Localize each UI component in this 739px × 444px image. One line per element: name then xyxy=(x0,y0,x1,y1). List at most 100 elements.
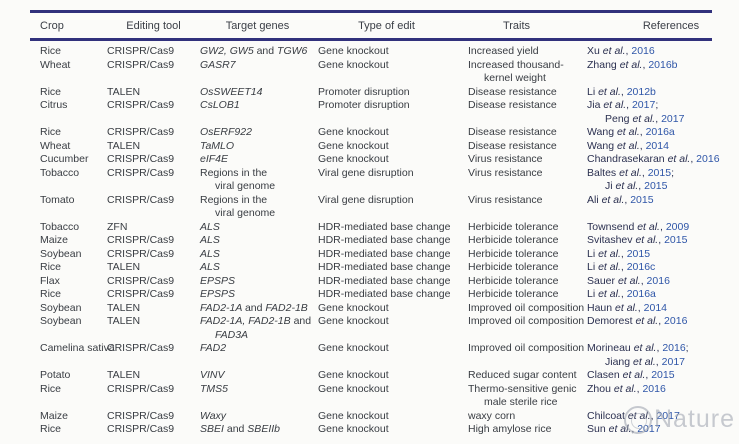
cell-traits: Increased yield xyxy=(458,40,575,59)
reference-year-link[interactable]: 2017 xyxy=(661,355,685,368)
cell-refs-line: Li et al., 2012b xyxy=(587,85,656,98)
cell-tool: TALEN xyxy=(107,369,200,383)
cell-genes: ALS xyxy=(200,221,315,235)
cell-refs: Sun et al., 2017 xyxy=(575,423,712,437)
table-row: Flax CRISPR/Cas9 EPSPS HDR-mediated base ch… xyxy=(30,275,712,289)
cell-refs: Ali et al., 2015 xyxy=(575,194,712,221)
cell-genes: CsLOB1 xyxy=(200,99,315,126)
cell-edit: HDR-mediated base change xyxy=(315,234,458,248)
table-row: Potato TALEN VINV Gene knockout Reduced suga… xyxy=(30,369,712,383)
cell-edit-line: Gene knockout xyxy=(318,423,389,435)
cell-traits-line: Herbicide tolerance xyxy=(468,234,559,246)
reference-year-link[interactable]: 2016 xyxy=(642,382,666,395)
cell-refs-line: Zhang et al., 2016b xyxy=(587,58,678,71)
cell-refs-line: Sauer et al., 2016 xyxy=(587,274,670,287)
cell-crop-line: Cucumber xyxy=(40,153,89,165)
cell-genes: ALS xyxy=(200,248,315,262)
cell-genes-line: GW2, GW5 and TGW6 xyxy=(200,45,308,57)
column-header-genes: Target genes xyxy=(200,11,315,41)
reference-year-link[interactable]: 2017 xyxy=(661,112,685,125)
cell-traits-line: Virus resistance xyxy=(468,153,543,165)
reference-year-link[interactable]: 2017 xyxy=(656,409,680,422)
cell-genes-line: viral genome xyxy=(215,180,276,192)
reference-year-link[interactable]: 2016b xyxy=(648,58,678,71)
reference-year-link[interactable]: 2012b xyxy=(626,85,656,98)
cell-traits: Reduced sugar content xyxy=(458,369,577,383)
cell-crop: Wheat xyxy=(30,140,107,154)
cell-refs-line: Jia et al., 2017; xyxy=(587,99,659,111)
table-row: Soybean CRISPR/Cas9 ALS HDR-mediated base c… xyxy=(30,248,712,262)
cell-tool: CRISPR/Cas9 xyxy=(107,153,200,167)
cell-edit-line: Viral gene disruption xyxy=(318,166,414,179)
table-body: Rice CRISPR/Cas9 GW2, GW5 and TGW6 Gene kno… xyxy=(30,40,720,437)
reference-year-link[interactable]: 2016a xyxy=(645,126,675,138)
reference-year-link[interactable]: 2015 xyxy=(630,193,654,206)
column-header-crop: Crop xyxy=(30,11,107,41)
cell-crop: Rice xyxy=(30,423,107,437)
reference-year-link[interactable]: 2015 xyxy=(651,369,675,381)
cell-edit: Gene knockout xyxy=(315,302,458,316)
cell-crop-line: Maize xyxy=(40,409,69,422)
reference-year-link[interactable]: 2009 xyxy=(665,220,690,233)
reference-year-link[interactable]: 2016a xyxy=(626,288,656,300)
cell-genes: EPSPS xyxy=(200,275,315,289)
cell-genes-line: EPSPS xyxy=(200,274,236,287)
cell-traits-line: Disease resistance xyxy=(468,126,557,138)
cell-traits-line: waxy corn xyxy=(468,409,516,422)
table-row: Rice TALEN OsSWEET14 Promoter disruption Dis… xyxy=(30,86,712,100)
cell-traits-line: Improved oil composition xyxy=(468,301,585,314)
cell-crop-line: Maize xyxy=(40,234,69,246)
table-row: Maize CRISPR/Cas9 ALS HDR-mediated base cha… xyxy=(30,234,712,248)
reference-year-link[interactable]: 2014 xyxy=(643,301,667,314)
cell-crop: Soybean xyxy=(30,248,107,262)
table-row: Rice CRISPR/Cas9 EPSPS HDR-mediated base ch… xyxy=(30,288,712,302)
cell-refs-line: Xu et al., 2016 xyxy=(587,45,655,57)
cell-refs: Li et al., 2016c xyxy=(575,261,712,275)
cell-traits-line: Herbicide tolerance xyxy=(468,274,559,287)
reference-year-link[interactable]: 2016 xyxy=(662,342,686,354)
cell-tool-line: CRISPR/Cas9 xyxy=(107,99,175,111)
cell-traits: Herbicide tolerance xyxy=(458,248,575,262)
cell-refs-line: Li et al., 2016c xyxy=(587,261,656,273)
reference-year-link[interactable]: 2015 xyxy=(664,234,688,246)
table-row: Wheat TALEN TaMLO Gene knockout Disease resi… xyxy=(30,140,712,154)
reference-year-link[interactable]: 2016 xyxy=(696,153,720,165)
reference-year-link[interactable]: 2015 xyxy=(644,180,668,192)
reference-year-link[interactable]: 2016 xyxy=(664,315,688,327)
cell-crop-line: Rice xyxy=(40,423,62,435)
reference-year-link[interactable]: 2016 xyxy=(631,45,655,57)
cell-crop-line: Citrus xyxy=(40,99,68,111)
reference-year-link[interactable]: 2016c xyxy=(626,261,656,273)
cell-tool-line: CRISPR/Cas9 xyxy=(107,409,175,422)
reference-year-link[interactable]: 2015 xyxy=(647,166,672,179)
cell-edit: Gene knockout xyxy=(315,315,458,342)
cell-crop-line: Tobacco xyxy=(40,166,80,179)
cell-refs: Li et al., 2012b xyxy=(575,86,712,100)
cell-refs-line: Clasen et al., 2015 xyxy=(587,369,675,381)
cell-traits-line: Reduced sugar content xyxy=(468,369,577,381)
cell-traits-line: male sterile rice xyxy=(484,396,558,408)
cell-traits-line: Herbicide tolerance xyxy=(468,261,559,273)
reference-year-link[interactable]: 2017 xyxy=(637,423,661,435)
cell-traits-line: Herbicide tolerance xyxy=(468,220,559,233)
cell-traits: Disease resistance xyxy=(458,126,575,140)
cell-tool-line: CRISPR/Cas9 xyxy=(107,126,175,138)
cell-genes: GASR7 xyxy=(200,59,315,86)
cell-crop: Rice xyxy=(30,40,107,59)
table-row: Rice CRISPR/Cas9 TMS5 Gene knockout Thermo-s… xyxy=(30,383,712,410)
reference-year-link[interactable]: 2017 xyxy=(631,99,656,111)
cell-tool: CRISPR/Cas9 xyxy=(107,234,200,248)
cell-crop-line: Rice xyxy=(40,288,62,300)
table-row: Soybean TALEN FAD2-1A, FAD2-1B and FAD3A Gen… xyxy=(30,315,712,342)
table-row: Rice CRISPR/Cas9 GW2, GW5 and TGW6 Gene kno… xyxy=(30,40,712,59)
cell-edit-line: Gene knockout xyxy=(318,409,389,422)
cell-tool: CRISPR/Cas9 xyxy=(107,275,200,289)
cell-refs: Chilcoat et al., 2017 xyxy=(575,410,712,424)
cell-crop: Rice xyxy=(30,86,107,100)
cell-refs-line: Morineau et al., 2016; xyxy=(587,342,689,354)
reference-year-link[interactable]: 2014 xyxy=(645,139,669,152)
reference-year-link[interactable]: 2015 xyxy=(626,247,651,260)
cell-refs-line: Chilcoat et al., 2017 xyxy=(587,409,680,422)
cell-tool-line: CRISPR/Cas9 xyxy=(107,153,175,165)
reference-year-link[interactable]: 2016 xyxy=(646,274,670,287)
